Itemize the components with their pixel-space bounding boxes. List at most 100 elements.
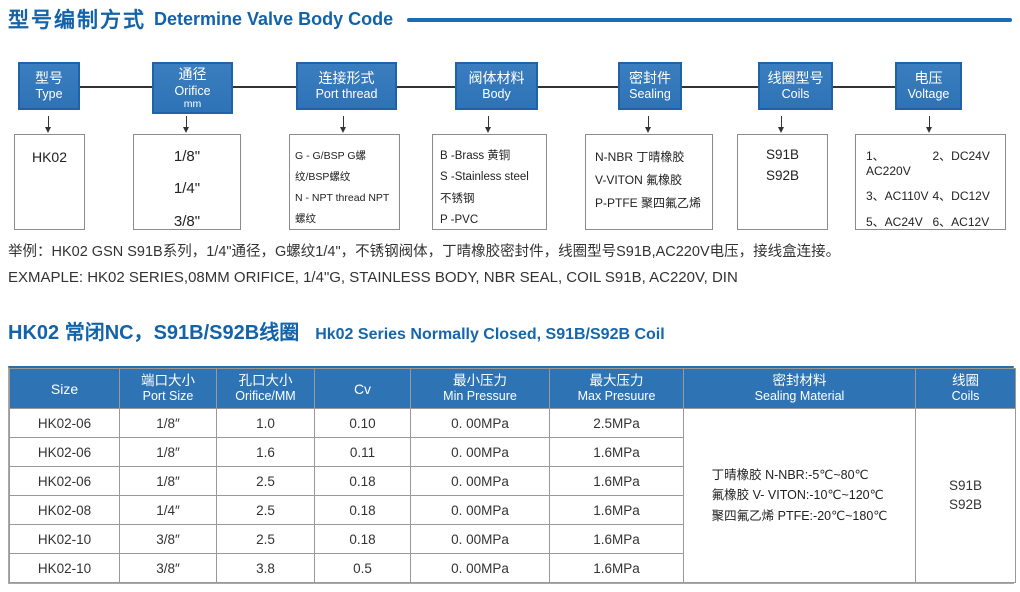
down-arrow-icon	[484, 116, 491, 133]
voltage-option: 2、DC24V	[932, 149, 990, 163]
cell-cv: 0.10	[314, 408, 411, 438]
cell-port: 1/4″	[119, 495, 217, 525]
table-row: HK02-06 1/8″ 2.5 0.18 0. 00MPa 1.6MPa	[9, 466, 1016, 496]
connector-line	[233, 86, 296, 88]
connector-line	[397, 86, 455, 88]
voltage-option: 6、AC12V	[932, 215, 990, 229]
connector-line	[538, 86, 618, 88]
coil-model: S91B	[948, 477, 983, 493]
cell-size: HK02-06	[9, 437, 120, 467]
flow-header-sealing: 密封件 Sealing	[618, 62, 682, 110]
flow-header-voltage: 电压 Voltage	[895, 62, 962, 110]
cell-size: HK02-08	[9, 495, 120, 525]
cell-min-pressure: 0. 00MPa	[410, 466, 550, 496]
example-line-english: EXMAPLE: HK02 SERIES,08MM ORIFICE, 1/4"G…	[8, 268, 738, 286]
cell-port: 3/8″	[119, 524, 217, 554]
cell-cv: 0.11	[314, 437, 411, 467]
coil-option: S91B	[765, 147, 800, 162]
coil-option: S92B	[765, 167, 800, 183]
title-divider-rule	[407, 18, 1012, 22]
orifice-option: 1/8"	[173, 148, 201, 165]
cell-min-pressure: 0. 00MPa	[410, 553, 550, 583]
spec-table-container: Size 端口大小 Port Size 孔口大小 Orifice/MM Cv 最	[8, 366, 1016, 584]
sealing-material-line: 聚四氟乙烯 PTFE:-20℃~180℃	[711, 508, 888, 523]
cell-size: HK02-06	[9, 466, 120, 496]
cell-orifice: 2.5	[216, 524, 315, 554]
connector-line	[80, 86, 152, 88]
down-arrow-icon	[339, 116, 346, 133]
flow-header-orifice-en: Orifice	[174, 83, 211, 98]
cell-max-pressure: 1.6MPa	[549, 553, 684, 583]
body-material-option: P -PVC	[440, 213, 479, 226]
table-header-row: Size 端口大小 Port Size 孔口大小 Orifice/MM Cv 最	[9, 368, 1016, 409]
cell-min-pressure: 0. 00MPa	[410, 437, 550, 467]
table-row: HK02-08 1/4″ 2.5 0.18 0. 00MPa 1.6MPa	[9, 495, 1016, 525]
cell-size: HK02-10	[9, 524, 120, 554]
col-header-max-pressure: 最大压力 Max Presuure	[549, 368, 684, 409]
example-line-chinese: 举例：HK02 GSN S91B系列，1/4"通径，G螺纹1/4"，不锈钢阀体，…	[8, 244, 841, 260]
connector-line	[682, 86, 758, 88]
flow-header-type: 型号 Type	[18, 62, 80, 110]
flow-header-orifice-unit: mm	[183, 97, 202, 110]
table-row: HK02-06 1/8″ 1.0 0.10 0. 00MPa 2.5MPa 丁晴…	[9, 408, 1016, 583]
spec-table: Size 端口大小 Port Size 孔口大小 Orifice/MM Cv 最	[9, 368, 1016, 583]
cell-size: HK02-06	[9, 408, 120, 438]
flow-header-voltage-cn: 电压	[914, 69, 943, 86]
cell-port: 1/8″	[119, 408, 217, 438]
sealing-option: P-PTFE 聚四氟乙烯	[595, 195, 702, 210]
cell-max-pressure: 1.6MPa	[549, 524, 684, 554]
cell-cv: 0.18	[314, 495, 411, 525]
flow-header-coils-cn: 线圈型号	[767, 69, 824, 86]
valve-code-flow-diagram: 型号 Type 通径 Orifice mm 连接形式 Port thread 阀…	[0, 0, 1020, 240]
port-thread-option: N - NPT thread NPT螺纹	[295, 192, 390, 225]
example-block: 举例：HK02 GSN S91B系列，1/4"通径，G螺纹1/4"，不锈钢阀体，…	[8, 240, 1012, 290]
flow-header-port-thread-en: Port thread	[315, 87, 378, 102]
flow-options-orifice: 1/8" 1/4" 3/8"	[133, 134, 241, 230]
cell-orifice: 2.5	[216, 466, 315, 496]
cell-max-pressure: 2.5MPa	[549, 408, 684, 438]
flow-header-port-thread: 连接形式 Port thread	[296, 62, 397, 110]
cell-sealing-material: 丁晴橡胶 N-NBR:-5℃~80℃ 氟橡胶 V- VITON:-10℃~120…	[683, 408, 916, 583]
cell-max-pressure: 1.6MPa	[549, 466, 684, 496]
sealing-material-line: 氟橡胶 V- VITON:-10℃~120℃	[711, 488, 884, 503]
sealing-option: N-NBR 丁晴橡胶	[595, 150, 685, 164]
flow-header-type-en: Type	[35, 87, 63, 102]
voltage-option: 1、AC220V	[866, 149, 911, 178]
body-material-option: B -Brass 黄铜	[440, 150, 511, 162]
cell-orifice: 1.6	[216, 437, 315, 467]
cell-min-pressure: 0. 00MPa	[410, 495, 550, 525]
down-arrow-icon	[644, 116, 651, 133]
flow-header-coils: 线圈型号 Coils	[758, 62, 833, 110]
flow-header-body-cn: 阀体材料	[468, 69, 525, 86]
flow-header-sealing-cn: 密封件	[629, 69, 671, 86]
flow-options-port-thread: G - G/BSP G螺纹/BSP螺纹 N - NPT thread NPT螺纹	[289, 134, 400, 230]
sealing-option: V-VITON 氟橡胶	[595, 172, 683, 187]
flow-header-orifice-cn: 通径	[178, 66, 207, 82]
cell-port: 3/8″	[119, 553, 217, 583]
cell-orifice: 1.0	[216, 408, 315, 438]
series-section-heading: HK02 常闭NC，S91B/S92B线圈 Hk02 Series Normal…	[8, 316, 665, 345]
down-arrow-icon	[44, 116, 51, 133]
down-arrow-icon	[925, 116, 932, 133]
flow-options-type: HK02	[14, 134, 85, 230]
cell-min-pressure: 0. 00MPa	[410, 524, 550, 554]
cell-size: HK02-10	[9, 553, 120, 583]
flow-options-voltage: 1、AC220V 2、DC24V 3、AC110V 4、DC12V 5、AC24…	[855, 134, 1006, 230]
col-header-port-size: 端口大小 Port Size	[119, 368, 217, 409]
flow-header-body-en: Body	[482, 87, 511, 102]
cell-max-pressure: 1.6MPa	[549, 495, 684, 525]
col-header-sealing-material: 密封材料 Sealing Material	[683, 368, 916, 409]
cell-cv: 0.18	[314, 524, 411, 554]
table-row: HK02-10 3/8″ 3.8 0.5 0. 00MPa 1.6MPa	[9, 553, 1016, 583]
col-header-size: Size	[9, 368, 120, 409]
table-row: HK02-06 1/8″ 1.6 0.11 0. 00MPa 1.6MPa	[9, 437, 1016, 467]
series-heading-chinese: HK02 常闭NC，S91B/S92B线圈	[8, 322, 300, 344]
series-heading-english: Hk02 Series Normally Closed, S91B/S92B C…	[315, 326, 665, 343]
page-title-chinese: 型号编制方式	[8, 9, 146, 32]
voltage-option: 5、AC24V	[866, 215, 923, 229]
body-material-option: S -Stainless steel 不锈钢	[440, 171, 529, 205]
cell-orifice: 2.5	[216, 495, 315, 525]
orifice-option: 3/8"	[173, 212, 201, 230]
col-header-coils: 线圈 Coils	[915, 368, 1016, 409]
flow-header-coils-en: Coils	[781, 87, 810, 102]
